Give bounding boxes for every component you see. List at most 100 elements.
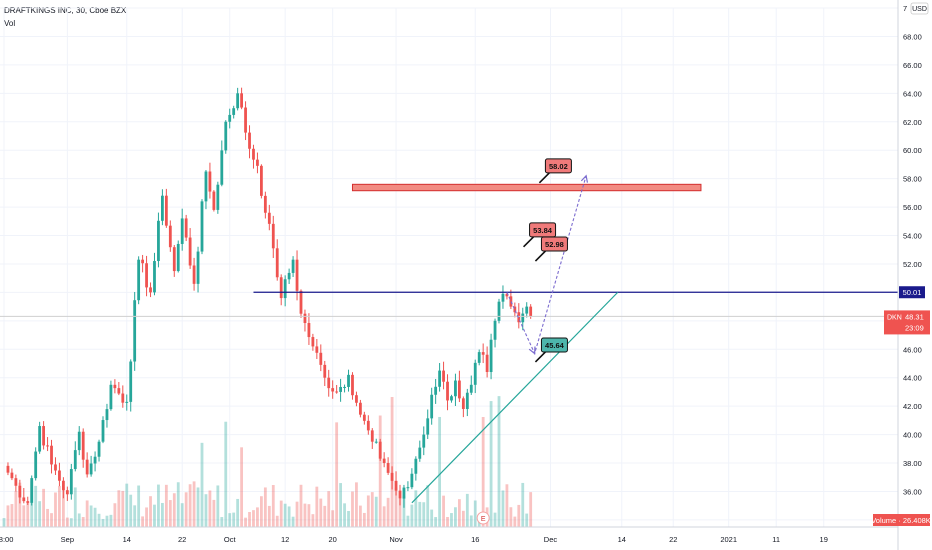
volume-bar (386, 497, 390, 527)
candle (461, 396, 465, 418)
candle (10, 468, 14, 481)
candle (323, 360, 327, 387)
time-tick-label: 22 (178, 535, 186, 544)
callout-pointer (538, 172, 550, 184)
candle-body (164, 195, 168, 226)
candle-body (481, 352, 485, 355)
candle-body (93, 456, 97, 464)
projection-arrow-down (528, 346, 536, 355)
candle-body (335, 391, 339, 393)
candle-body (315, 346, 319, 353)
candle (244, 101, 247, 141)
candle-body (521, 313, 525, 323)
candle-body (414, 458, 418, 474)
volume-bar (172, 493, 176, 527)
candle (200, 199, 204, 255)
volume-bar (89, 505, 93, 527)
candle-body (513, 306, 517, 313)
candle-body (97, 441, 101, 457)
volume-bar (378, 415, 382, 527)
candle-body (327, 377, 331, 389)
candle (343, 384, 346, 393)
candle-body (232, 108, 236, 115)
volume-bar (236, 498, 240, 527)
resistance-price-badge: 50.01 (899, 286, 925, 299)
candle-body (10, 472, 14, 479)
volume-bar (327, 491, 331, 527)
candle (477, 349, 481, 366)
candle (62, 477, 65, 499)
price-tick-label: 36.00 (903, 487, 922, 496)
candle-body (58, 470, 61, 481)
candle (355, 391, 358, 407)
volume-bar (121, 490, 125, 527)
volume-bar (335, 422, 339, 527)
time-tick-label: 12 (281, 535, 289, 544)
volume-bar (58, 485, 61, 527)
candle (109, 380, 113, 411)
candle (73, 441, 77, 472)
candle-body (398, 490, 402, 499)
volume-indicator-label[interactable]: Vol (4, 19, 16, 28)
candle-body (42, 426, 45, 446)
candle (81, 428, 85, 468)
candle (168, 220, 172, 252)
earnings-label: E (481, 516, 486, 523)
candle-body (271, 223, 275, 249)
candle (184, 214, 188, 242)
candle (153, 252, 156, 296)
volume-bar (46, 508, 49, 527)
candle-body (347, 374, 350, 387)
candle-body (406, 487, 410, 489)
volume-bar (117, 490, 121, 527)
volume-bar (125, 483, 129, 527)
volume-bar (454, 507, 457, 527)
candle-body (176, 243, 180, 272)
candle (133, 291, 137, 371)
price-tick-label: 54.00 (903, 232, 922, 241)
callout-45.64: 45.64 (534, 337, 568, 363)
candle (38, 421, 42, 454)
candle-body (77, 431, 81, 451)
candle (465, 388, 469, 417)
candle (97, 439, 101, 462)
volume-bar (10, 504, 14, 527)
candle (279, 274, 283, 306)
candle (339, 378, 342, 402)
volume-bar (244, 517, 247, 527)
candle (263, 191, 267, 219)
volume-layer (2, 396, 533, 527)
volume-bar (390, 397, 394, 527)
candle-body (6, 465, 10, 473)
candle-body (54, 464, 57, 471)
volume-bar (414, 490, 418, 527)
candle (188, 228, 192, 269)
volume-bar (469, 515, 473, 527)
candle-body (351, 374, 354, 396)
candle-body (256, 159, 259, 166)
currency-badge: USD (910, 2, 929, 15)
candle-body (137, 259, 141, 301)
candle (145, 255, 148, 297)
candle-body (73, 450, 77, 470)
candle (58, 462, 61, 487)
candle-body (307, 323, 311, 338)
volume-bar (481, 417, 485, 527)
volume-bar (339, 483, 342, 527)
candle (121, 385, 125, 408)
candle-body (224, 121, 228, 151)
candle (26, 496, 30, 505)
volume-bar (212, 499, 216, 527)
candle (386, 457, 390, 475)
candle-body (125, 401, 129, 403)
candle-body (172, 247, 176, 272)
candle-body (22, 497, 26, 502)
candle-body (188, 237, 192, 266)
candle (101, 416, 105, 444)
time-tick-label: Dec (544, 535, 558, 544)
candle-body (359, 402, 362, 415)
candle-body (46, 445, 49, 447)
candle (192, 257, 196, 291)
volume-bar (105, 515, 109, 527)
